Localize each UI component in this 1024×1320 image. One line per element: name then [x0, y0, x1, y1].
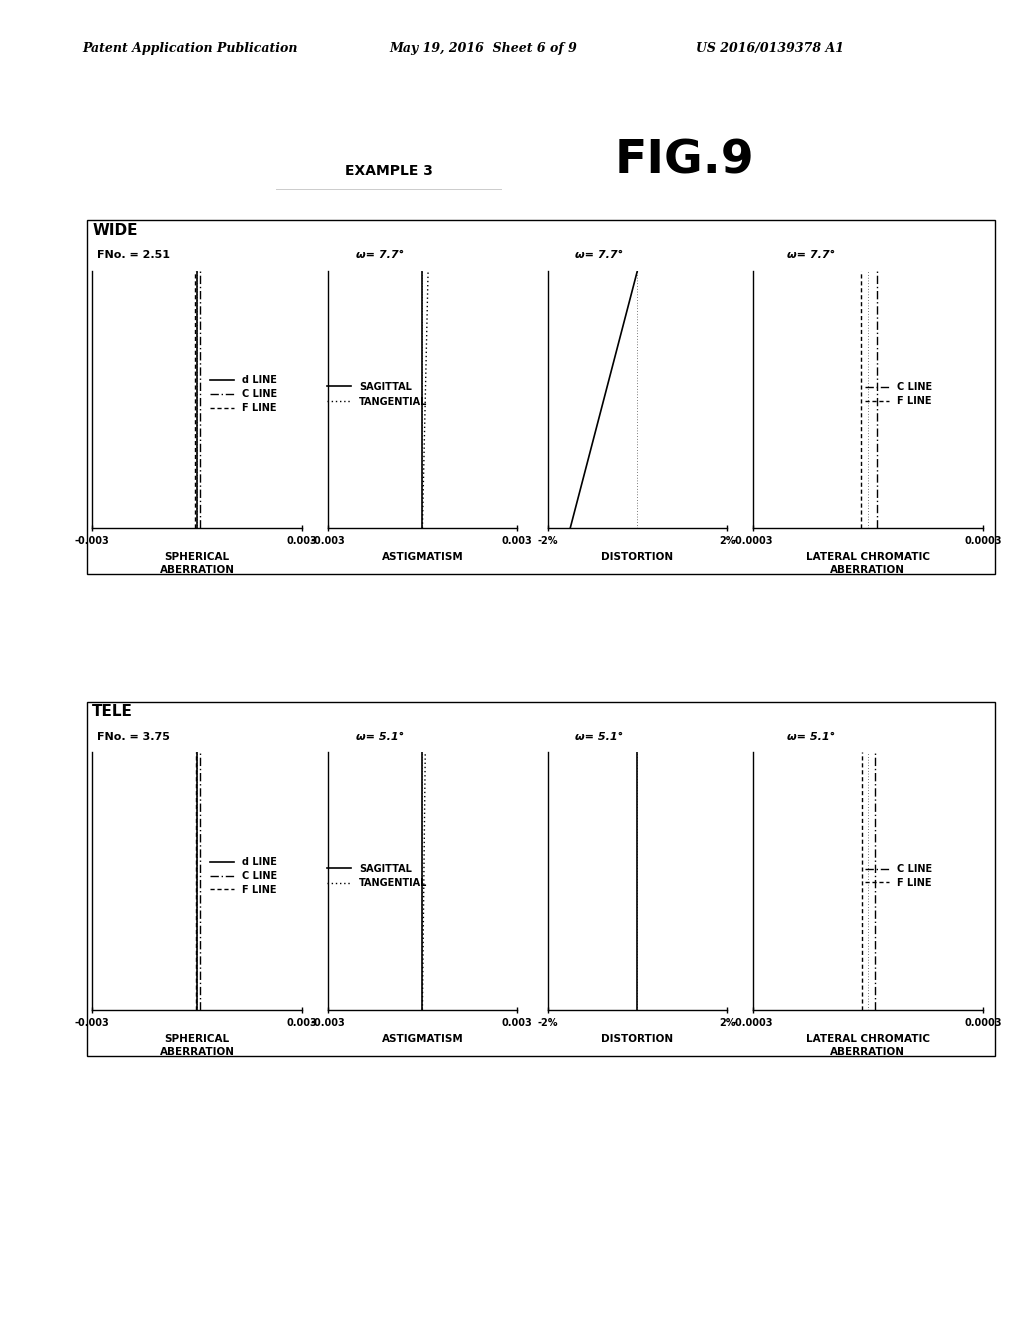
- Text: ω= 5.1°: ω= 5.1°: [356, 731, 404, 742]
- Text: ω= 7.7°: ω= 7.7°: [356, 249, 404, 260]
- X-axis label: ASTIGMATISM: ASTIGMATISM: [382, 552, 463, 562]
- Legend: d LINE, C LINE, F LINE: d LINE, C LINE, F LINE: [206, 371, 282, 417]
- Text: FNo. = 2.51: FNo. = 2.51: [97, 249, 170, 260]
- Text: ω= 5.1°: ω= 5.1°: [787, 731, 836, 742]
- X-axis label: SPHERICAL
ABERRATION: SPHERICAL ABERRATION: [160, 1034, 234, 1057]
- X-axis label: DISTORTION: DISTORTION: [601, 1034, 674, 1044]
- X-axis label: DISTORTION: DISTORTION: [601, 552, 674, 562]
- Legend: C LINE, F LINE: C LINE, F LINE: [861, 861, 936, 892]
- Text: ω= 7.7°: ω= 7.7°: [787, 249, 836, 260]
- Text: FIG.9: FIG.9: [614, 139, 754, 183]
- X-axis label: SPHERICAL
ABERRATION: SPHERICAL ABERRATION: [160, 552, 234, 576]
- X-axis label: ASTIGMATISM: ASTIGMATISM: [382, 1034, 463, 1044]
- Legend: C LINE, F LINE: C LINE, F LINE: [861, 379, 936, 411]
- Text: WIDE: WIDE: [92, 223, 137, 238]
- Text: TELE: TELE: [92, 705, 133, 719]
- Text: May 19, 2016  Sheet 6 of 9: May 19, 2016 Sheet 6 of 9: [389, 42, 577, 55]
- Text: EXAMPLE 3: EXAMPLE 3: [345, 164, 433, 178]
- Text: FNo. = 3.75: FNo. = 3.75: [97, 731, 170, 742]
- Legend: SAGITTAL, TANGENTIAL: SAGITTAL, TANGENTIAL: [323, 378, 431, 411]
- Legend: SAGITTAL, TANGENTIAL: SAGITTAL, TANGENTIAL: [323, 859, 431, 892]
- Text: ω= 7.7°: ω= 7.7°: [574, 249, 623, 260]
- Legend: d LINE, C LINE, F LINE: d LINE, C LINE, F LINE: [206, 853, 282, 899]
- Text: US 2016/0139378 A1: US 2016/0139378 A1: [696, 42, 845, 55]
- X-axis label: LATERAL CHROMATIC
ABERRATION: LATERAL CHROMATIC ABERRATION: [806, 552, 930, 576]
- X-axis label: LATERAL CHROMATIC
ABERRATION: LATERAL CHROMATIC ABERRATION: [806, 1034, 930, 1057]
- Text: Patent Application Publication: Patent Application Publication: [82, 42, 297, 55]
- Text: ω= 5.1°: ω= 5.1°: [574, 731, 623, 742]
